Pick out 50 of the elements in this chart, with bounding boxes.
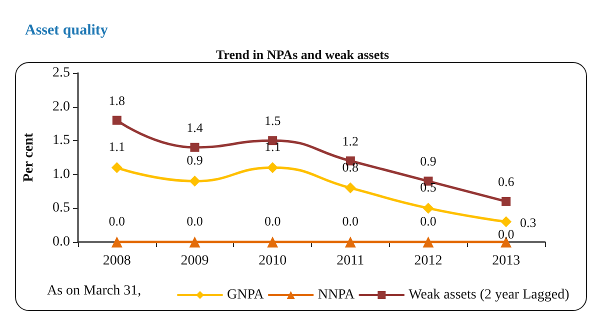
x-tick-label: 2010	[258, 254, 287, 268]
y-tick-label: 1.5	[52, 133, 70, 148]
data-label: 0.5	[420, 180, 436, 195]
legend-label: Weak assets (2 year Lagged)	[408, 288, 570, 302]
x-tick-label: 2012	[414, 254, 442, 268]
point	[267, 162, 278, 174]
text: As on March 31,	[47, 284, 142, 298]
point	[189, 236, 200, 248]
point	[500, 216, 512, 228]
data-label: 0.8	[342, 159, 359, 174]
legend-label: NNPA	[318, 288, 356, 302]
point	[502, 196, 511, 206]
point	[344, 236, 356, 248]
data-label: 0.3	[520, 215, 536, 230]
data-label: 0.0	[264, 214, 281, 228]
point	[190, 142, 200, 152]
data-label: 1.4	[186, 120, 204, 135]
data-label: 0.9	[420, 154, 436, 169]
x-tick-label: 2013	[492, 254, 520, 268]
x-tick-label: 2008	[102, 254, 131, 268]
y-tick-label: 2.5	[52, 66, 70, 80]
point	[422, 202, 434, 214]
data-label: 0.0	[342, 214, 359, 228]
x-tick-label: 2009	[180, 254, 209, 268]
y-tick-label: 0.0	[52, 234, 70, 250]
point	[422, 236, 434, 248]
chart-subtitle: Trend in NPAs and weak assets	[216, 47, 389, 62]
data-label: 1.2	[342, 133, 359, 148]
point	[189, 176, 200, 187]
y-axis-title: Per cent	[22, 132, 36, 182]
point	[111, 162, 122, 174]
data-label: 0.0	[108, 214, 126, 228]
data-label: 0.9	[186, 152, 203, 168]
point	[267, 236, 278, 248]
y-tick-label: 1.0	[52, 166, 70, 182]
data-label: 0.0	[420, 214, 436, 228]
data-label: 0.0	[498, 226, 514, 242]
point	[111, 236, 122, 248]
data-label: 1.1	[108, 139, 126, 154]
data-label: 1.5	[264, 113, 281, 128]
legend-label: GNPA	[227, 288, 265, 302]
chart-title: Asset quality	[25, 22, 108, 38]
y-tick-label: 0.5	[52, 200, 70, 216]
data-label: 1.8	[108, 92, 126, 108]
x-tick-label: 2011	[336, 254, 364, 268]
data-label: 0.6	[498, 174, 515, 189]
y-tick-label: 2.0	[52, 99, 70, 114]
data-label: 0.0	[186, 214, 203, 228]
point	[344, 182, 356, 194]
point	[112, 116, 122, 125]
